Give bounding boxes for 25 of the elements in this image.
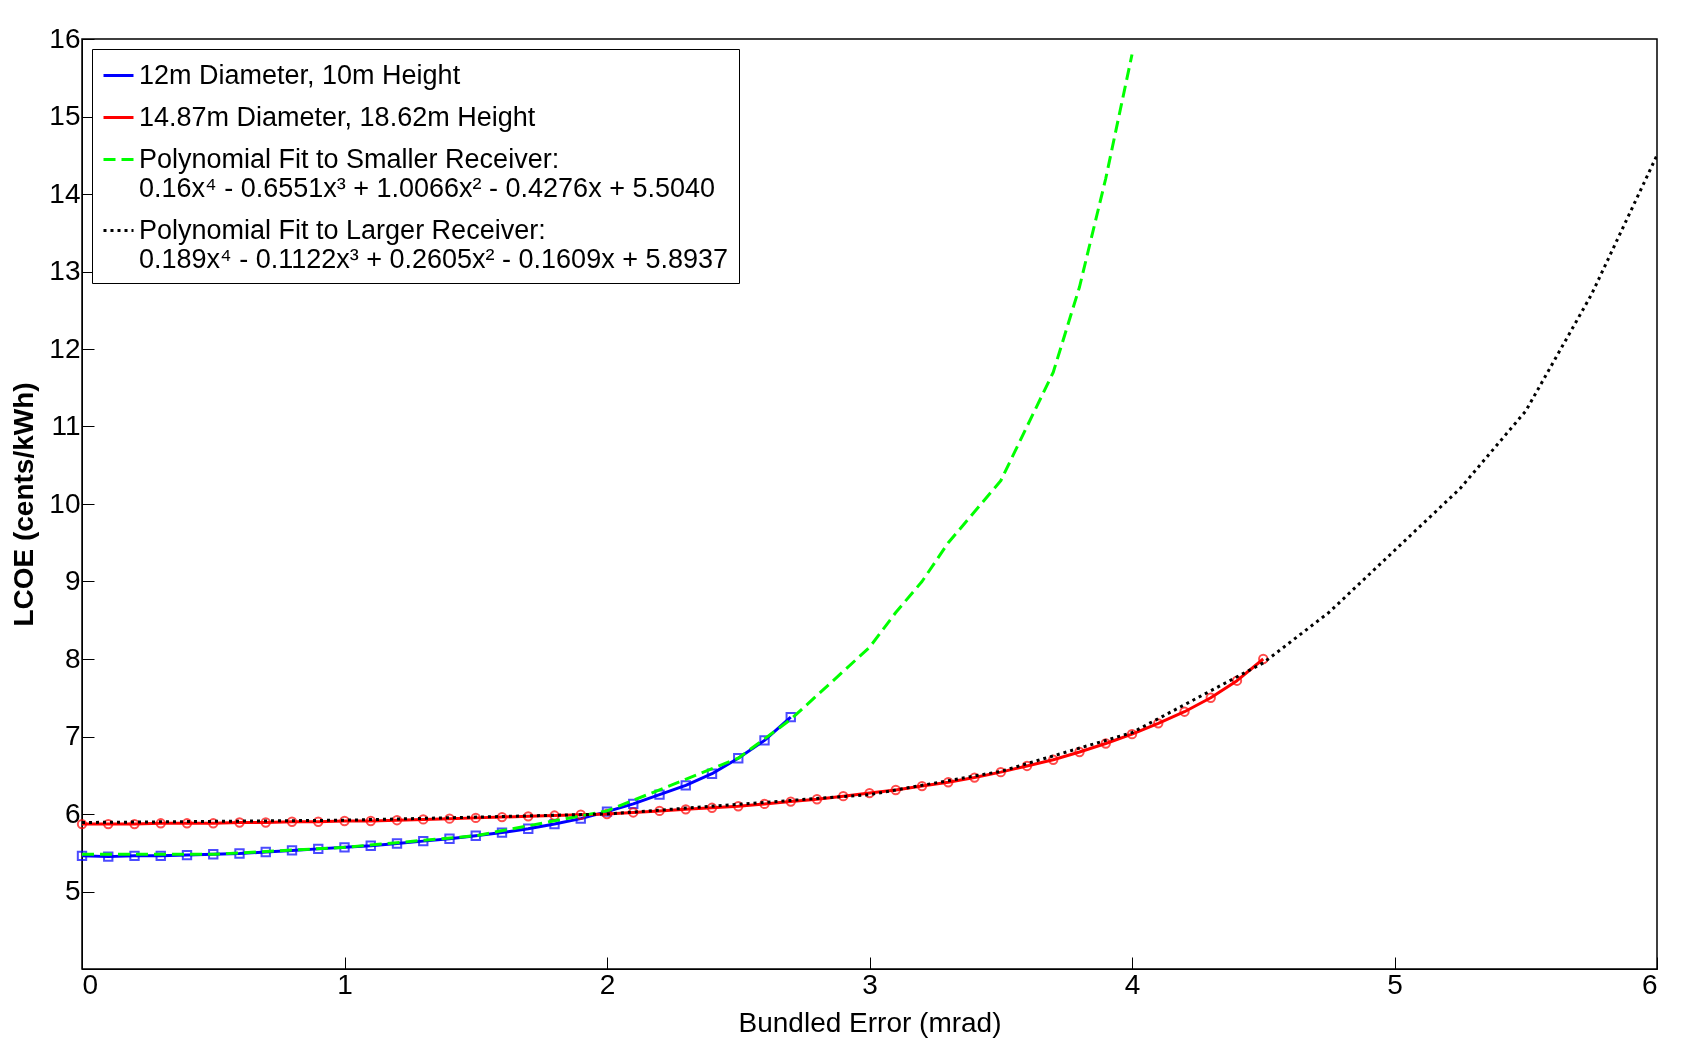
y-tick-label: 9 xyxy=(64,565,81,596)
y-tick-label: 5 xyxy=(64,875,81,906)
x-tick-label: 0 xyxy=(82,968,99,1000)
legend-label: Polynomial Fit to Smaller Receiver: 0.16x⁴ - 0.6551x³ + 1.0066x² - 0.4276x + 5.5040 xyxy=(139,143,715,203)
y-tick-label: 7 xyxy=(64,720,81,751)
x-tick-label: 1 xyxy=(337,968,353,1000)
x-axis-title: Bundled Error (mrad) xyxy=(738,1006,1002,1038)
y-tick-label: 16 xyxy=(49,22,81,54)
x-tick-label: 6 xyxy=(1641,968,1658,1000)
x-tick-label: 2 xyxy=(599,968,616,1000)
x-tick-label: 4 xyxy=(1124,968,1141,1000)
y-tick-label: 14 xyxy=(49,177,81,209)
y-tick-label: 10 xyxy=(49,487,81,519)
legend-label: 14.87m Diameter, 18.62m Height xyxy=(139,101,536,132)
legend-label: Polynomial Fit to Larger Receiver: 0.189x⁴ - 0.1122x³ + 0.2605x² - 0.1609x + 5.8937 xyxy=(139,214,729,274)
y-tick-label: 11 xyxy=(51,410,81,441)
x-tick-label: 5 xyxy=(1387,968,1403,1000)
y-tick-label: 13 xyxy=(49,255,81,286)
y-tick-label: 15 xyxy=(49,100,81,131)
y-axis-title: LCOE (cents/kWh) xyxy=(8,382,40,627)
x-tick-label: 3 xyxy=(862,968,878,1000)
y-tick-label: 8 xyxy=(64,642,81,674)
legend-label: 12m Diameter, 10m Height xyxy=(139,59,461,90)
y-tick-label: 6 xyxy=(64,797,81,829)
y-tick-label: 12 xyxy=(49,332,81,364)
